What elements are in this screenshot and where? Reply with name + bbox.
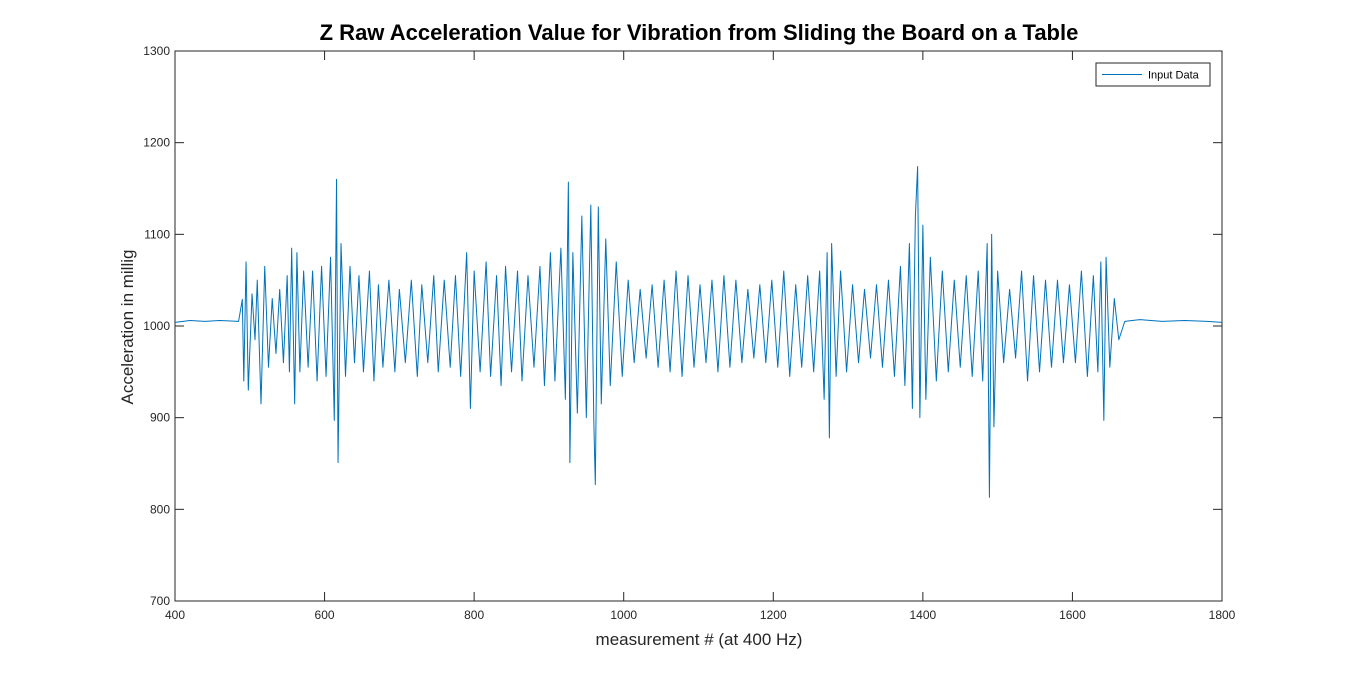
series-line-input-data: [174, 166, 1223, 498]
y-tick-label: 1000: [143, 319, 170, 333]
x-tick-label: 1400: [910, 608, 937, 622]
ticks-layer: 400 600 800 1000 1200 1400 1600 1800 700 800 900 10…: [143, 44, 1235, 622]
x-tick-label: 600: [315, 608, 335, 622]
y-tick-label: 1100: [144, 227, 170, 241]
x-axis-label: measurement # (at 400 Hz): [596, 630, 803, 649]
plot-area: 400 600 800 1000 1200 1400 1600 1800 700 800 900 10…: [143, 44, 1235, 622]
legend-label-input-data: Input Data: [1148, 70, 1200, 82]
legend-box: [1095, 62, 1211, 87]
y-tick-label: 1300: [143, 44, 170, 58]
x-tick-label: 800: [464, 608, 484, 622]
y-tick-label: 800: [150, 502, 170, 516]
legend: Input Data: [1095, 62, 1211, 87]
x-tick-label: 1800: [1209, 608, 1236, 622]
y-tick-label: 900: [150, 411, 170, 425]
x-tick-label: 1200: [760, 608, 787, 622]
y-axis-label: Acceleration in millig: [118, 250, 137, 405]
series-layer: [174, 166, 1223, 498]
plot-frame: [174, 50, 1223, 602]
x-tick-label: 1600: [1059, 608, 1086, 622]
x-tick-label: 1000: [610, 608, 637, 622]
y-tick-label: 700: [150, 594, 170, 608]
y-tick-label: 1200: [143, 136, 170, 150]
chart-title: Z Raw Acceleration Value for Vibration f…: [320, 20, 1079, 45]
x-tick-label: 400: [165, 608, 185, 622]
